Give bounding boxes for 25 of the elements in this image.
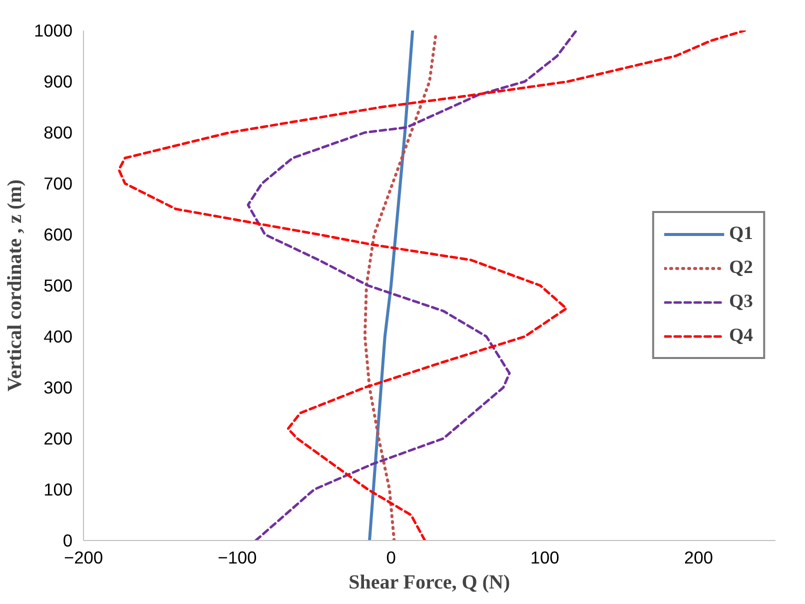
- x-tick-label: 200: [684, 548, 714, 568]
- y-tick-label: 500: [44, 276, 73, 296]
- x-tick-label: −200: [64, 548, 104, 568]
- y-tick-label: 700: [44, 174, 73, 194]
- y-tick-label: 600: [44, 224, 73, 244]
- legend-label: Q1: [729, 223, 753, 245]
- y-tick-label: 800: [44, 122, 73, 142]
- line-series: [368, 30, 414, 540]
- x-tick-label: 0: [386, 548, 396, 568]
- line-series: [363, 34, 438, 540]
- y-tick-label: 300: [44, 378, 73, 398]
- legend-label: Q3: [729, 291, 753, 313]
- x-tick-label: −100: [218, 548, 257, 568]
- y-tick-label: 900: [44, 72, 73, 92]
- y-tick-label: 0: [62, 530, 73, 550]
- x-axis-title: Shear Force, Q (N): [348, 572, 510, 594]
- legend-label: Q4: [729, 325, 753, 347]
- x-tick-label: 100: [530, 548, 560, 568]
- y-tick-label: 1000: [34, 20, 73, 40]
- y-axis-title: Vertical cordinate , z (m): [4, 180, 26, 392]
- legend-label: Q2: [729, 257, 753, 279]
- line-series: [246, 30, 577, 540]
- y-tick-label: 100: [44, 480, 73, 500]
- y-tick-label: 400: [44, 326, 73, 346]
- y-tick-label: 200: [44, 428, 73, 448]
